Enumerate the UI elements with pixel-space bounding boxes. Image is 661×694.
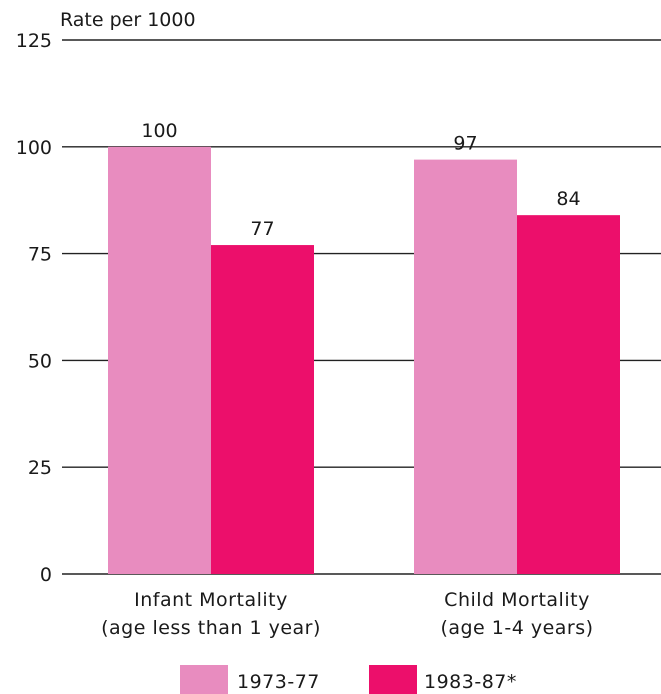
bars bbox=[108, 146, 620, 575]
y-tick-label-50: 50 bbox=[28, 350, 52, 372]
x-category-label: Child Mortality bbox=[444, 589, 590, 611]
data-label: 97 bbox=[453, 133, 477, 155]
x-category-label: (age less than 1 year) bbox=[101, 617, 321, 639]
bar-198387-0 bbox=[211, 245, 314, 574]
labels: Rate per 1000 0 25 50 75 100 125 100 97 77 84 Infa… bbox=[16, 9, 593, 639]
bar-197377-1 bbox=[414, 159, 517, 574]
y-axis-label: Rate per 1000 bbox=[60, 9, 196, 31]
y-tick-label-75: 75 bbox=[28, 244, 52, 266]
data-label: 100 bbox=[141, 120, 177, 142]
legend-swatch-1 bbox=[369, 665, 417, 694]
data-label: 84 bbox=[556, 188, 580, 210]
data-label: 77 bbox=[250, 218, 274, 240]
legend-label-0: 1973-77 bbox=[237, 671, 320, 693]
bar-197377-0 bbox=[108, 146, 211, 575]
x-category-label: (age 1-4 years) bbox=[440, 617, 593, 639]
y-tick-label-0: 0 bbox=[40, 564, 52, 586]
y-tick-label-125: 125 bbox=[16, 30, 52, 52]
y-tick-label-25: 25 bbox=[28, 457, 52, 479]
y-tick-label-100: 100 bbox=[16, 137, 52, 159]
x-category-label: Infant Mortality bbox=[134, 589, 288, 611]
legend-label-1: 1983-87* bbox=[424, 671, 517, 693]
legend: 1973-77 1983-87* bbox=[180, 665, 517, 694]
legend-swatch-0 bbox=[180, 665, 228, 694]
bar-198387-1 bbox=[517, 215, 620, 575]
